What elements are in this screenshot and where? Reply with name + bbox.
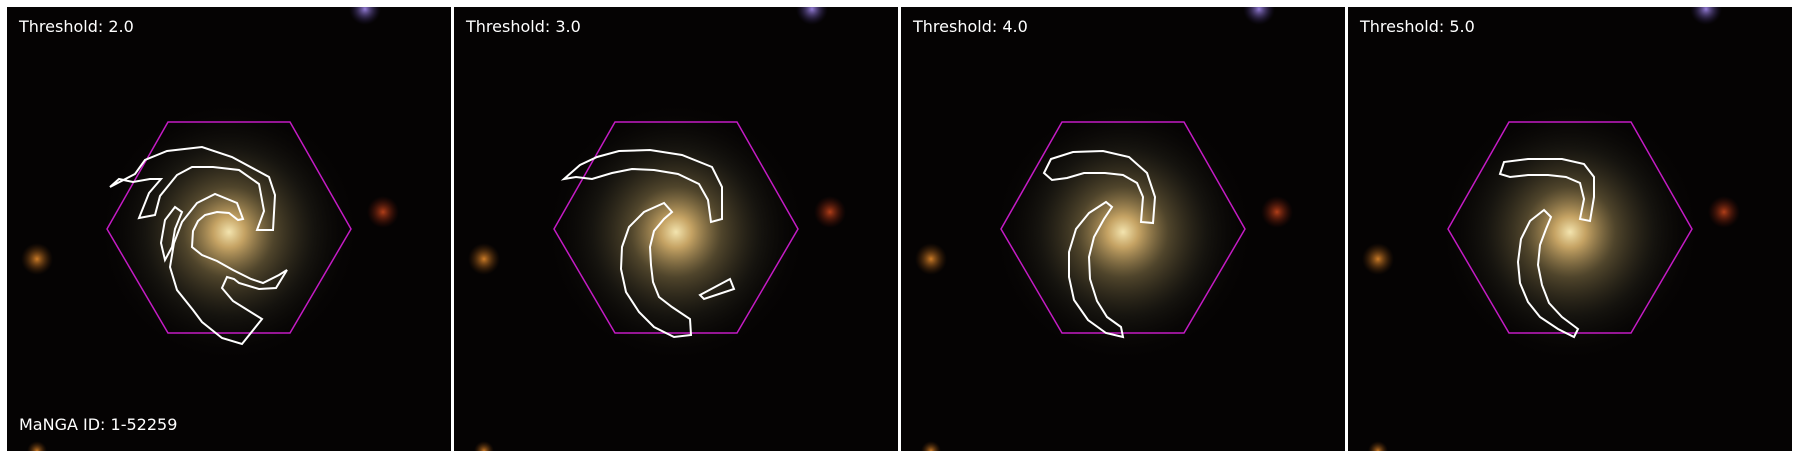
orange-star-bottom <box>921 441 941 451</box>
orange-star-bottom <box>1368 441 1388 451</box>
galaxy-glow <box>1440 102 1700 362</box>
threshold-label: Threshold: 5.0 <box>1360 17 1475 36</box>
red-star <box>367 196 399 228</box>
contour-arm-lower <box>1068 200 1125 339</box>
contour-arm-upper <box>1498 158 1595 223</box>
orange-star <box>21 243 53 275</box>
red-star <box>1261 196 1293 228</box>
galaxy-image <box>454 7 898 451</box>
violet-star <box>796 7 828 25</box>
contour-fragment <box>159 205 184 263</box>
orange-star-bottom <box>474 441 494 451</box>
hexagon-bundle <box>553 121 799 334</box>
hexagon-bundle <box>1447 121 1693 334</box>
orange-star-bottom <box>27 441 47 451</box>
panel-threshold-5: Threshold: 5.0 <box>1348 7 1792 451</box>
threshold-label: Threshold: 4.0 <box>913 17 1028 36</box>
contour-arm-upper <box>109 145 277 231</box>
hexagon-bundle <box>1000 121 1246 334</box>
contour-arm-lower <box>1516 208 1580 339</box>
galaxy-glow <box>546 102 806 362</box>
hexagon-bundle <box>106 121 352 334</box>
violet-star <box>1690 7 1722 25</box>
orange-star <box>915 243 947 275</box>
threshold-label: Threshold: 2.0 <box>19 17 134 36</box>
contour-arm-lower <box>168 192 288 346</box>
violet-star <box>1243 7 1275 25</box>
contour-arm-upper <box>1042 149 1157 225</box>
red-star <box>1708 196 1740 228</box>
manga-id-label: MaNGA ID: 1-52259 <box>19 415 178 434</box>
orange-star <box>468 243 500 275</box>
panel-threshold-2: Threshold: 2.0 MaNGA ID: 1-52259 <box>7 7 451 451</box>
panel-threshold-3: Threshold: 3.0 <box>454 7 898 451</box>
galaxy-glow <box>99 102 359 362</box>
galaxy-image <box>901 7 1345 451</box>
contour-arm-upper <box>560 148 723 224</box>
contour-fragment <box>698 277 736 301</box>
red-star <box>814 196 846 228</box>
galaxy-glow <box>993 102 1253 362</box>
galaxy-image <box>7 7 451 451</box>
threshold-label: Threshold: 3.0 <box>466 17 581 36</box>
galaxy-image <box>1348 7 1792 451</box>
violet-star <box>349 7 381 25</box>
panel-threshold-4: Threshold: 4.0 <box>901 7 1345 451</box>
contour-arm-lower <box>619 201 693 339</box>
orange-star <box>1362 243 1394 275</box>
